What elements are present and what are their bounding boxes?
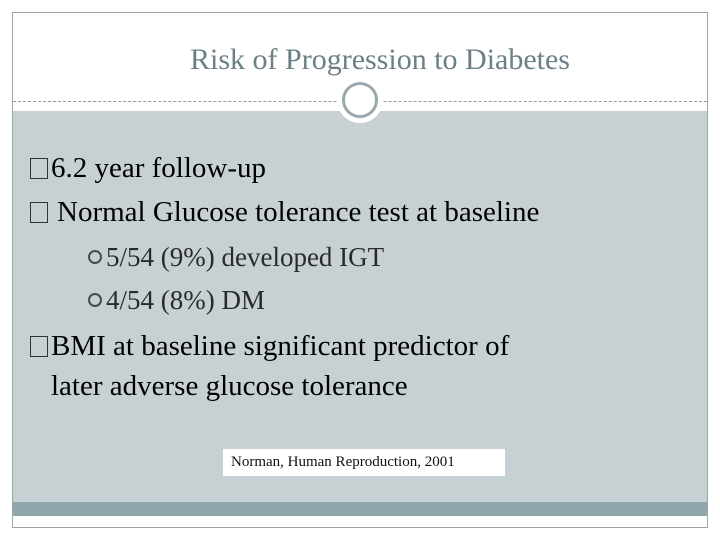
sub-bullet-item: 4/54 (8%) DM xyxy=(88,285,265,316)
bullet-text: 5/54 (9%) developed IGT xyxy=(106,242,385,272)
square-bullet-icon xyxy=(30,202,48,223)
bullet-item: Normal Glucose tolerance test at baselin… xyxy=(30,196,539,229)
bullet-item: 6.2 year follow-up xyxy=(30,152,266,185)
bullet-item: BMI at baseline significant predictor of xyxy=(30,330,509,363)
square-bullet-icon xyxy=(30,158,48,179)
divider-ring-icon xyxy=(342,82,378,118)
square-bullet-icon xyxy=(30,336,48,357)
bullet-continuation: later adverse glucose tolerance xyxy=(51,370,408,403)
bullet-text: BMI at baseline significant predictor of xyxy=(51,330,510,362)
content-area xyxy=(13,111,707,502)
bullet-text: later adverse glucose tolerance xyxy=(51,370,408,402)
slide-title: Risk of Progression to Diabetes xyxy=(190,43,570,76)
sub-bullet-item: 5/54 (9%) developed IGT xyxy=(88,242,384,273)
bottom-band xyxy=(13,502,707,516)
citation: Norman, Human Reproduction, 2001 xyxy=(223,449,505,476)
ring-bullet-icon xyxy=(88,250,102,264)
bullet-text: Normal Glucose tolerance test at baselin… xyxy=(57,196,540,228)
ring-bullet-icon xyxy=(88,293,102,307)
bullet-text: 4/54 (8%) DM xyxy=(106,285,265,315)
bullet-text: 6.2 year follow-up xyxy=(51,152,267,184)
